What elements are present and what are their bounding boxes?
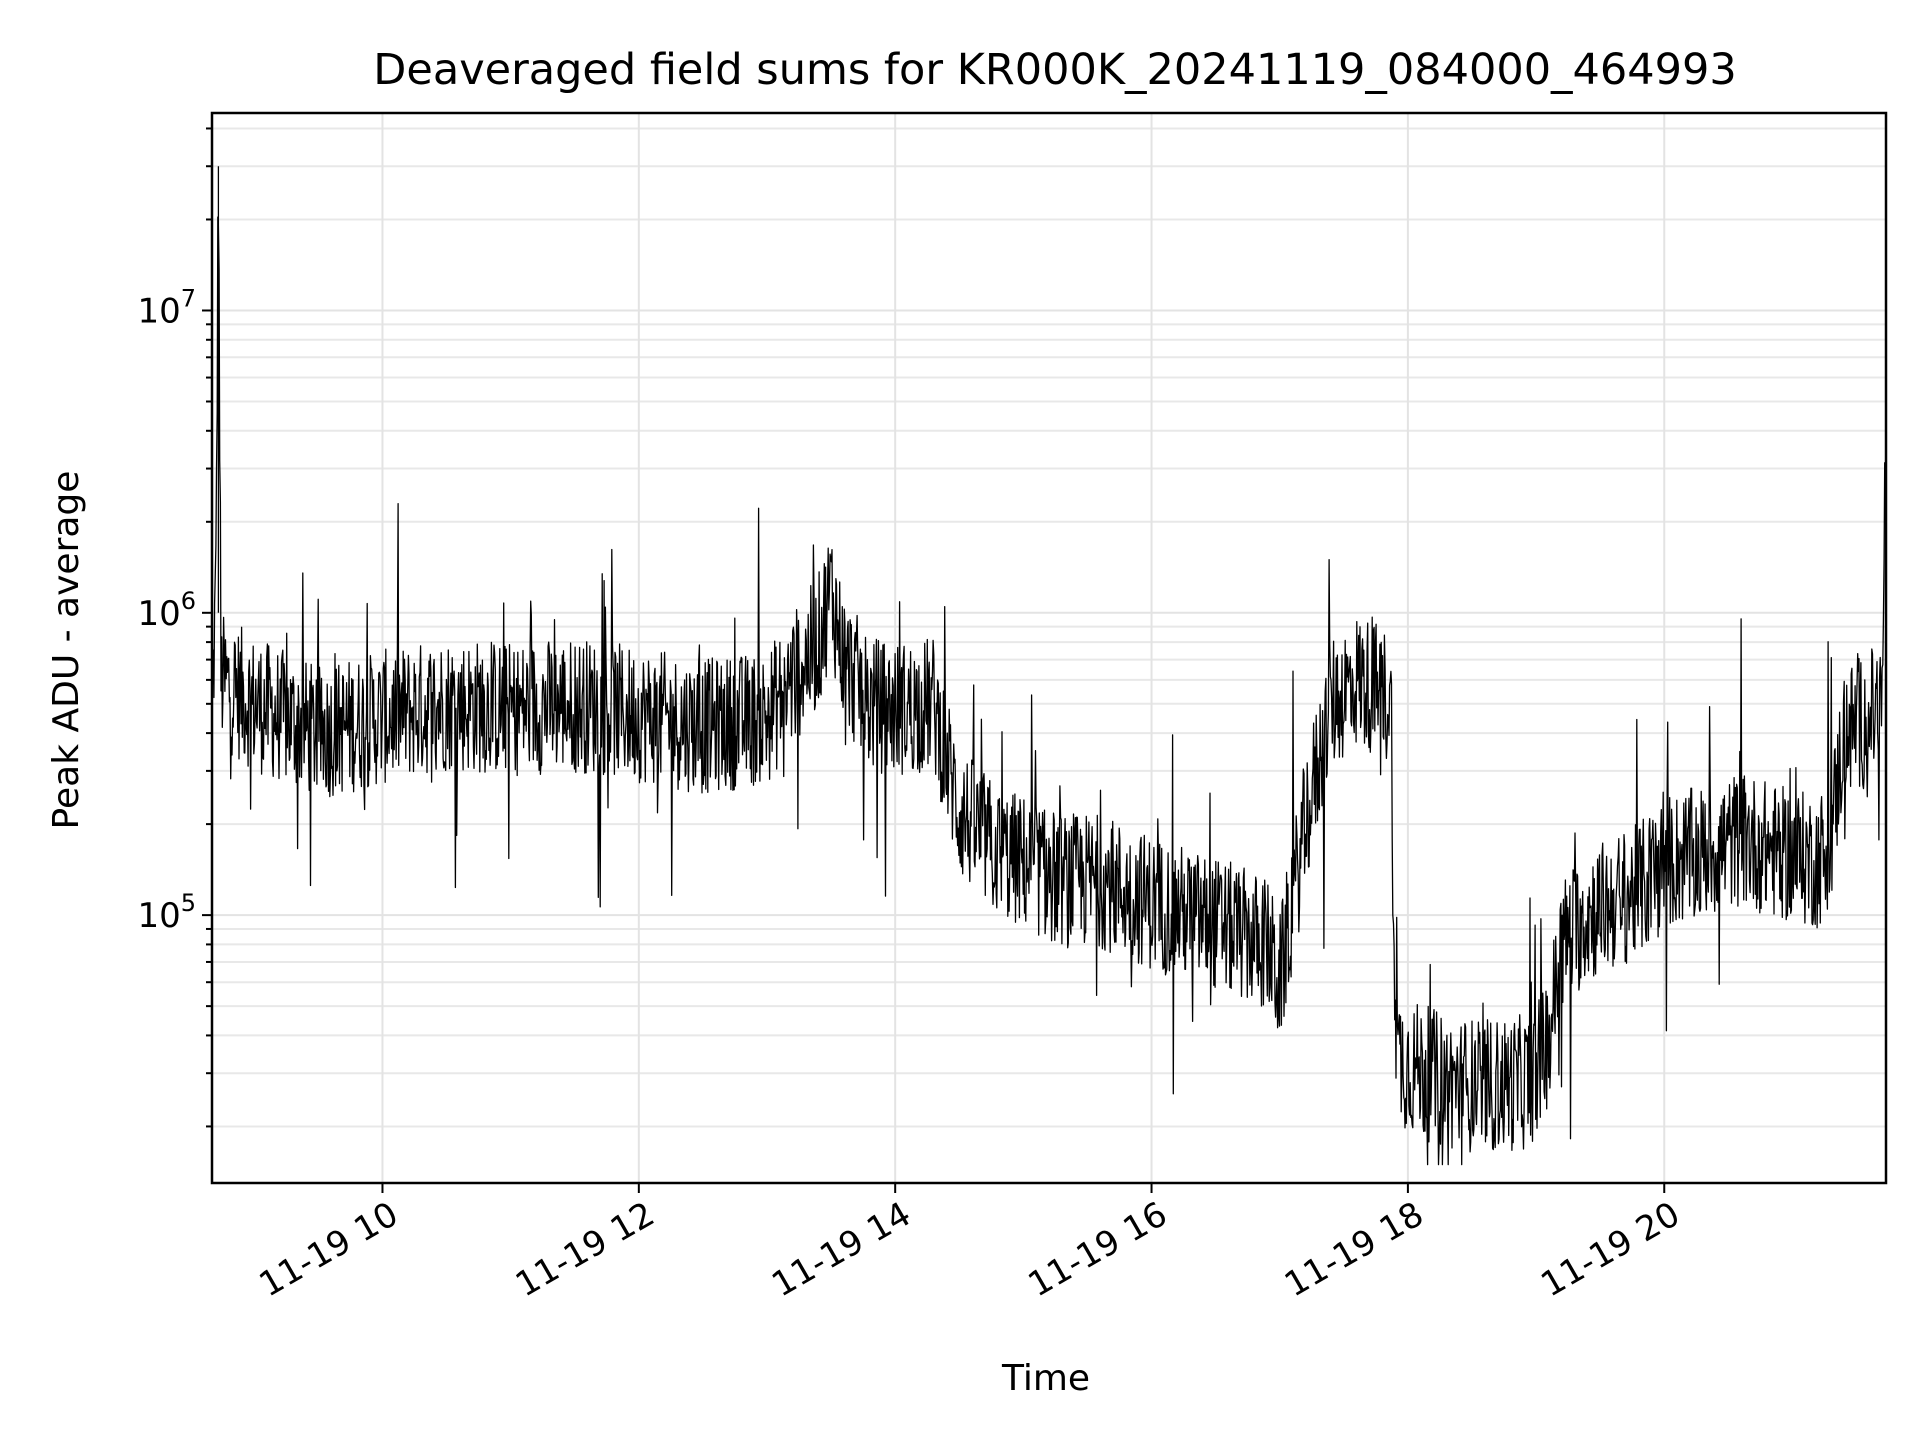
x-tick-label: 11-19 18 (1278, 1194, 1430, 1305)
grid (212, 113, 1886, 1183)
x-axis-label: Time (1001, 1358, 1090, 1399)
y-tick-label: 106 (137, 587, 196, 634)
x-tick-label: 11-19 16 (1022, 1194, 1174, 1305)
x-tick-label: 11-19 12 (509, 1194, 661, 1305)
y-tick-label: 107 (137, 284, 196, 331)
plot-frame (210, 111, 1888, 1185)
y-axis-label: Peak ADU - average (46, 471, 87, 830)
y-tick-label: 105 (137, 889, 196, 936)
series-line (211, 166, 1887, 1166)
chart-title: Deaveraged field sums for KR000K_2024111… (373, 45, 1736, 95)
x-tick-label: 11-19 20 (1534, 1194, 1686, 1305)
x-tick-label: 11-19 14 (765, 1194, 917, 1305)
x-tick-label: 11-19 10 (253, 1194, 405, 1305)
